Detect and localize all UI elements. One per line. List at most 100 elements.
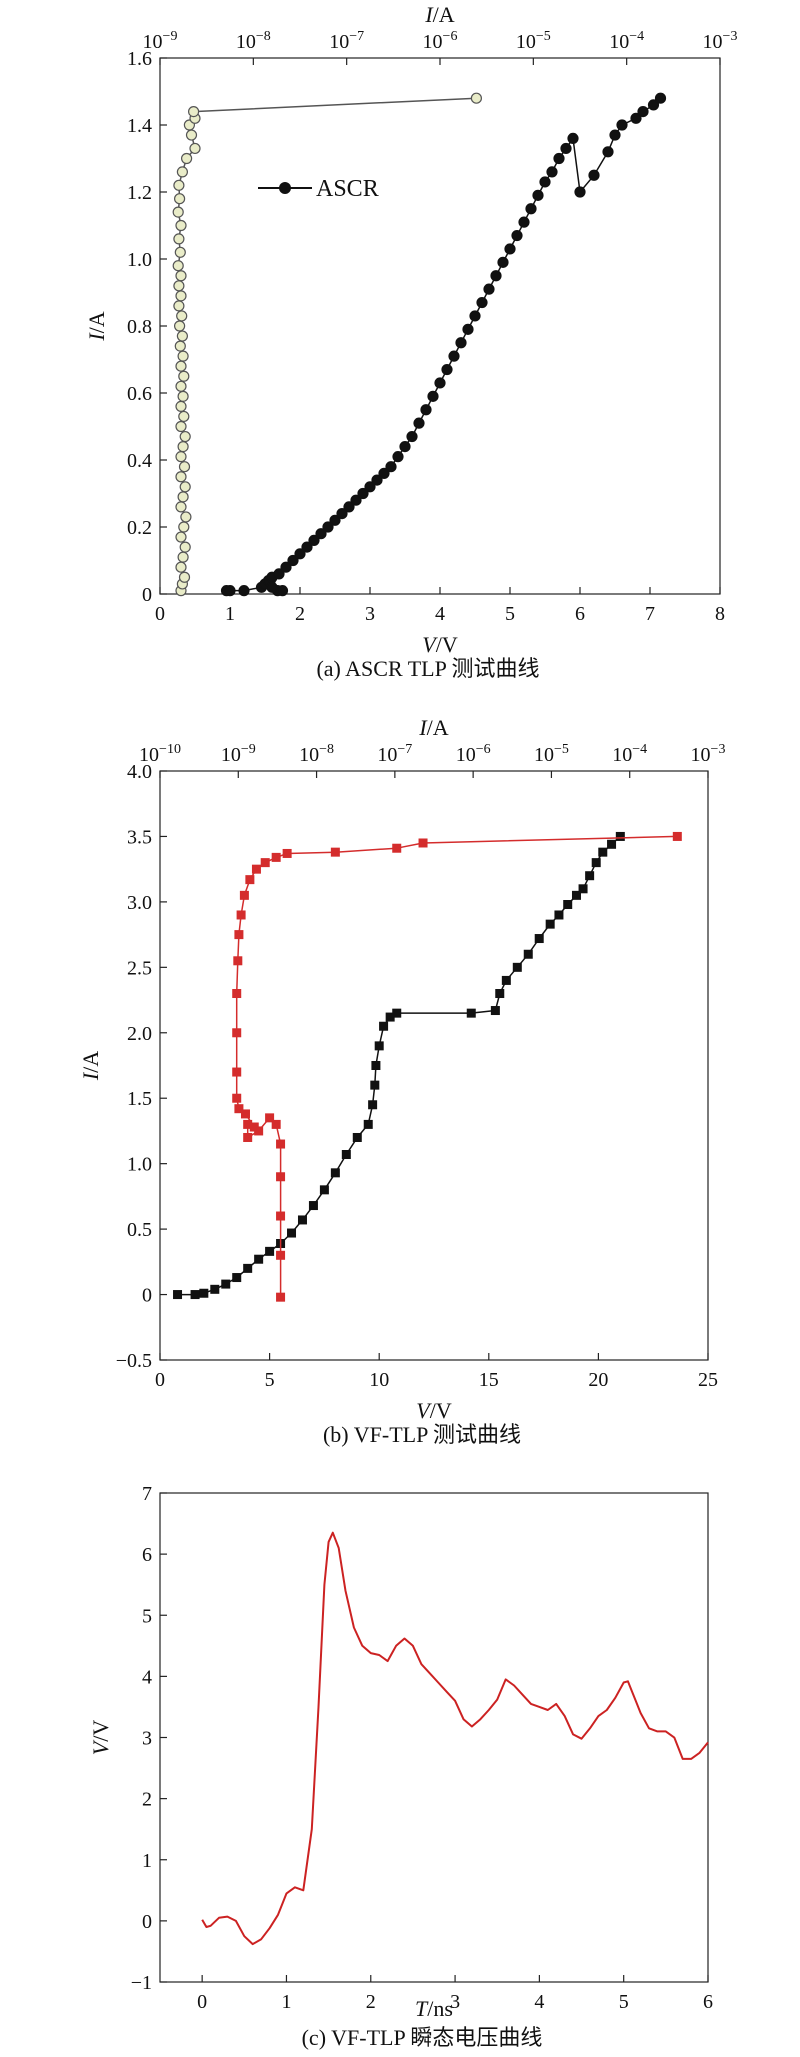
x-tick-label: 1 <box>281 1991 291 2013</box>
data-point <box>175 531 187 543</box>
data-point <box>276 1172 286 1182</box>
data-point <box>276 585 289 597</box>
y-axis-label: I/A <box>84 311 109 341</box>
data-point <box>266 581 278 593</box>
data-point <box>364 481 376 493</box>
data-point <box>260 858 270 868</box>
data-point <box>174 193 186 205</box>
data-point <box>178 370 190 382</box>
data-point <box>490 270 502 282</box>
data-point <box>276 1139 286 1149</box>
data-point <box>343 501 355 513</box>
data-point <box>254 1254 264 1264</box>
top-tick-label: 10−4 <box>612 742 647 766</box>
y-tick-label: 2.0 <box>127 1023 152 1045</box>
data-point <box>177 551 189 563</box>
data-point <box>251 864 261 874</box>
data-point <box>176 310 188 322</box>
top-tick-exponent: −8 <box>256 29 271 44</box>
top-tick-base: 10 <box>612 744 632 766</box>
top-tick-exponent: −7 <box>349 29 364 44</box>
data-point <box>406 430 418 443</box>
chart-a-ascr-tlp: 0 1 2 3 4 5 6 7 800.20.40.60.81.01.21.41.610−9 10… <box>84 2 737 681</box>
data-point <box>392 451 404 463</box>
data-point <box>243 1263 253 1273</box>
data-point <box>232 1273 242 1283</box>
data-point <box>178 571 191 583</box>
y-tick-label: 0.5 <box>127 1219 152 1241</box>
plot-frame <box>159 770 709 1361</box>
top-tick-base: 10 <box>609 31 629 53</box>
data-point <box>483 283 495 295</box>
top-tick-base: 10 <box>534 744 554 766</box>
data-point <box>341 1150 351 1160</box>
top-tick-exponent: −5 <box>536 29 551 44</box>
x-tick-label: 2 <box>366 1991 376 2013</box>
top-axis-unit: /A <box>433 2 455 27</box>
top-tick-label: 10−7 <box>329 29 364 53</box>
x-tick-label: 5 <box>265 1369 275 1391</box>
data-point <box>476 296 488 309</box>
data-point <box>175 360 187 372</box>
data-point <box>179 541 191 553</box>
top-tick-exponent: −4 <box>629 29 644 44</box>
x-tick-label: 2 <box>295 603 305 625</box>
data-point <box>174 246 186 258</box>
series-line <box>235 835 678 1298</box>
data-point <box>175 380 187 392</box>
data-point <box>392 1008 402 1018</box>
data-point <box>173 300 185 312</box>
data-point <box>249 1122 259 1132</box>
top-tick-label: 10−3 <box>703 29 738 53</box>
x-tick-label: 5 <box>505 603 515 625</box>
data-point <box>176 166 188 178</box>
data-point <box>175 561 187 573</box>
chart-caption: (c) VF-TLP 瞬态电压曲线 <box>302 2025 543 2050</box>
y-tick-label: 0.2 <box>127 517 152 539</box>
data-point <box>315 528 327 540</box>
data-point <box>588 169 600 181</box>
chart-b-vf-tlp: 0 5 10 15 20 25−0.500.51.01.52.02.53.03.54.01… <box>78 715 725 1447</box>
data-point <box>280 561 292 573</box>
data-point <box>441 363 453 376</box>
data-point <box>598 847 608 857</box>
data-point <box>567 132 579 144</box>
data-point <box>497 256 509 268</box>
data-point <box>175 471 187 483</box>
series-line <box>177 835 621 1296</box>
top-tick-label: 10−8 <box>299 742 334 766</box>
top-tick-label: 10−5 <box>516 29 551 53</box>
data-point <box>175 501 187 513</box>
y-axis-unit: /V <box>88 1720 113 1742</box>
top-tick-base: 10 <box>329 31 349 53</box>
y-axis-unit: /A <box>84 311 109 333</box>
data-point <box>240 1109 250 1119</box>
data-point <box>233 956 243 966</box>
x-axis-var: V <box>416 1398 432 1423</box>
y-axis-label: I/A <box>78 1051 103 1081</box>
x-tick-label: 6 <box>575 603 585 625</box>
x-tick-label: 0 <box>197 1991 207 2013</box>
data-point <box>178 521 190 533</box>
data-point <box>470 92 482 104</box>
data-point <box>210 1284 220 1294</box>
data-point <box>602 146 614 158</box>
data-point <box>495 989 505 999</box>
data-point <box>199 1288 209 1298</box>
data-point <box>276 1292 286 1302</box>
data-point <box>175 290 187 302</box>
y-tick-label: 4 <box>142 1666 152 1688</box>
data-point <box>232 989 242 999</box>
top-axis-var: I <box>418 715 428 740</box>
top-tick-base: 10 <box>691 744 711 766</box>
data-point <box>518 216 530 228</box>
x-tick-label: 7 <box>645 603 655 625</box>
y-tick-label: 1.5 <box>127 1088 152 1110</box>
x-tick-label: 25 <box>698 1369 718 1391</box>
data-point <box>352 1132 362 1142</box>
data-point <box>319 1185 329 1195</box>
y-tick-label: 2 <box>142 1789 152 1811</box>
data-point <box>185 129 198 141</box>
data-point <box>276 1250 286 1260</box>
data-point <box>455 337 467 349</box>
